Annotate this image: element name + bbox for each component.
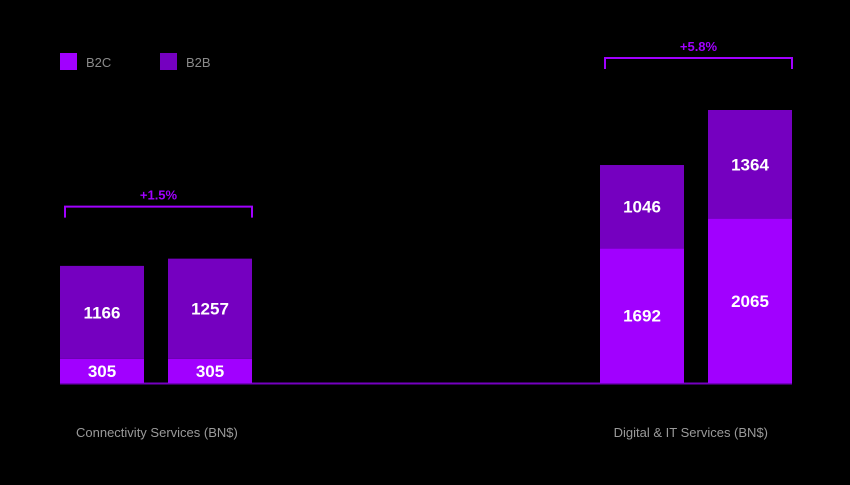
group-label-connectivity: Connectivity Services (BN$) (76, 425, 238, 440)
growth-bracket-g0 (64, 205, 253, 218)
bar-b2c-g0-b0 (60, 358, 144, 383)
bar-b2b-g0-b0 (60, 265, 144, 359)
legend: B2C B2B (60, 53, 211, 70)
bar-b2b-g1-b0 (600, 165, 684, 249)
value-label-b2c-g1-b1: 2065 (731, 292, 769, 311)
bar-b2c-g1-b1 (708, 218, 792, 383)
value-label-b2b-g1-b0: 1046 (623, 198, 661, 217)
value-label-b2b-g0-b1: 1257 (191, 300, 229, 319)
value-label-b2b-g1-b1: 1364 (731, 155, 769, 174)
bar-b2b-g1-b1 (708, 110, 792, 219)
legend-label-b2b: B2B (186, 55, 211, 70)
growth-label-g0: +1.5% (140, 188, 178, 203)
bars-layer: 305 1166 305 1257 1692 1046 2065 1364 (60, 110, 792, 383)
value-label-b2c-g0-b0: 305 (88, 362, 116, 381)
legend-label-b2c: B2C (86, 55, 111, 70)
legend-swatch-b2b (160, 53, 177, 70)
group-label-digital-it: Digital & IT Services (BN$) (614, 425, 768, 440)
value-label-b2b-g0-b0: 1166 (84, 303, 121, 322)
growth-brackets: +1.5% +5.8% (64, 39, 793, 218)
value-label-b2c-g1-b0: 1692 (623, 307, 661, 326)
value-label-b2c-g0-b1: 305 (196, 362, 224, 381)
bar-b2c-g0-b1 (168, 358, 252, 383)
growth-bracket-g1 (604, 57, 793, 69)
legend-swatch-b2c (60, 53, 77, 70)
bar-b2b-g0-b1 (168, 258, 252, 359)
growth-label-g1: +5.8% (680, 39, 718, 54)
bar-b2c-g1-b0 (600, 248, 684, 383)
